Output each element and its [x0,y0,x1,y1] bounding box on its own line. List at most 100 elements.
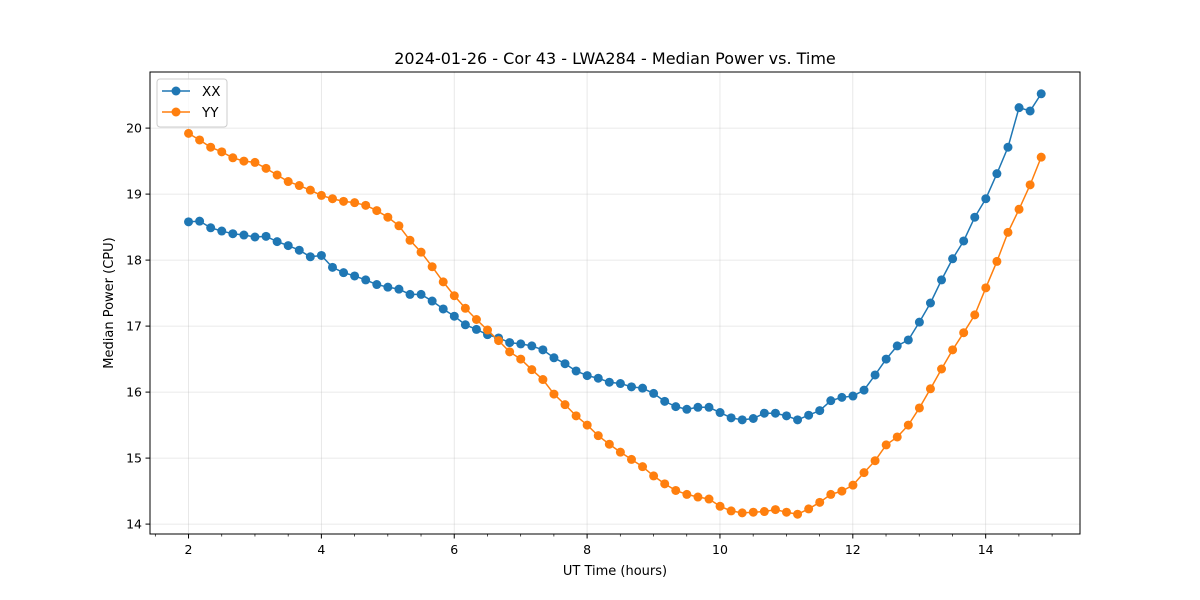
data-point-xx [604,377,614,387]
data-point-yy [527,365,537,375]
data-point-yy [815,497,825,507]
data-point-yy [693,492,703,502]
data-point-yy [737,508,747,518]
data-point-xx [327,262,337,272]
data-point-yy [981,283,991,293]
data-point-xx [449,311,459,321]
data-point-yy [826,489,836,499]
data-point-xx [759,408,769,418]
data-point-xx [505,338,515,348]
data-point-yy [1036,152,1046,162]
data-point-xx [626,382,636,392]
data-point-yy [449,291,459,301]
data-point-yy [206,142,216,152]
axis-ticks: 2 4 6 8 10 12 14 14 15 16 17 18 19 20 [126,121,1053,557]
data-point-yy [937,364,947,374]
data-point-xx [195,216,205,226]
data-point-yy [626,454,636,464]
data-point-xx [848,391,858,401]
data-point-yy [250,157,260,167]
data-point-yy [471,315,481,324]
data-point-xx [217,226,227,236]
data-point-xx [859,385,869,395]
data-point-yy [604,439,614,449]
data-point-yy [704,494,714,504]
y-axis-label: Median Power (CPU) [102,237,117,368]
data-point-yy [339,196,349,206]
data-point-xx [538,345,548,355]
data-point-yy [848,480,858,490]
data-point-xx [959,236,969,246]
data-point-xx [228,229,238,239]
data-point-yy [638,462,648,472]
data-point-yy [239,156,249,166]
plot-frame [149,71,1081,535]
data-point-xx [1036,89,1046,99]
data-point-xx [272,237,282,247]
data-point-xx [837,392,847,402]
data-point-xx [726,413,736,423]
data-point-yy [892,432,902,442]
data-point-xx [649,388,659,398]
data-point-xx [283,241,293,251]
data-point-xx [970,212,980,222]
y-tick-label: 14 [126,517,142,532]
data-point-yy [427,262,437,272]
data-point-xx [206,223,216,233]
data-point-xx [294,245,304,255]
data-point-xx [682,404,692,414]
data-point-yy [715,501,725,511]
data-point-yy [649,471,659,481]
data-point-xx [671,402,681,412]
x-tick-label: 4 [317,542,325,557]
data-point-xx [250,232,260,242]
data-point-yy [416,247,426,257]
data-point-yy [682,489,692,499]
data-point-xx [549,353,559,363]
data-point-xx [239,230,249,240]
data-point-xx [881,354,891,364]
x-tick-label: 6 [450,542,458,557]
data-point-yy [593,431,603,441]
data-point-xx [1014,103,1024,113]
data-point-xx [804,410,814,420]
data-point-xx [948,254,958,264]
data-point-yy [305,185,315,195]
data-point-yy [804,504,814,514]
data-point-xx [925,298,935,308]
data-point-xx [394,284,404,294]
y-tick-label: 19 [126,187,142,202]
x-axis-label: UT Time (hours) [563,564,667,579]
data-point-yy [272,170,282,180]
data-point-yy [948,345,958,355]
data-point-xx [184,217,194,227]
legend-label-yy: YY [201,105,219,121]
data-point-xx [316,250,326,260]
data-point-yy [870,456,880,466]
data-point-yy [494,336,504,346]
data-point-xx [660,396,670,406]
data-point-xx [1003,142,1013,152]
data-point-xx [305,252,315,262]
data-point-xx [361,275,371,285]
data-point-yy [859,468,869,478]
x-tick-label: 12 [845,542,861,557]
data-point-yy [405,235,415,245]
data-point-yy [184,128,194,138]
data-point-yy [770,505,780,515]
data-point-xx [870,370,880,380]
data-point-yy [671,485,681,495]
data-point-xx [471,324,481,334]
data-point-yy [970,310,980,320]
data-point-xx [261,231,271,241]
data-point-xx [516,339,526,349]
data-point-xx [383,282,393,292]
series-xx [184,89,1046,425]
data-point-xx [937,275,947,285]
data-point-xx [582,371,592,381]
data-point-yy [538,375,548,385]
data-point-yy [748,507,758,517]
data-point-xx [748,414,758,423]
data-point-yy [549,389,559,399]
data-point-xx [815,406,825,416]
